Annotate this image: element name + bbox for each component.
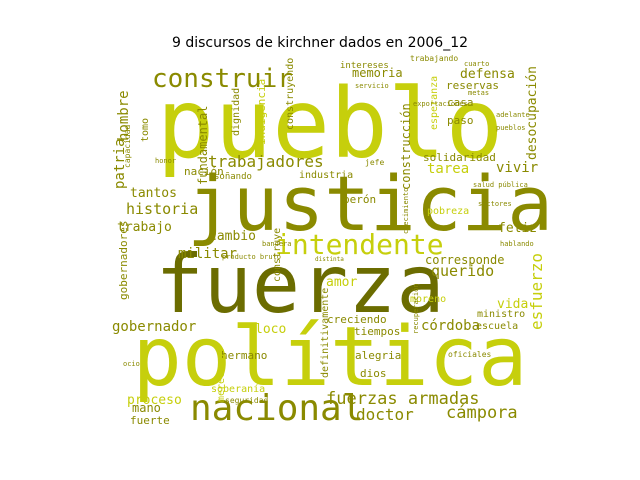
word-córdoba: córdoba xyxy=(421,318,480,334)
word-paso: paso xyxy=(447,114,474,127)
word-casa: casa xyxy=(447,96,474,109)
word-patria: patria xyxy=(112,138,128,189)
word-construir: construir xyxy=(152,64,293,94)
word-honor: honor xyxy=(155,157,176,165)
word-fundamental: fundamental xyxy=(196,106,210,185)
word-esfuerzo: esfuerzo xyxy=(527,253,546,330)
word-vida: vida xyxy=(497,297,528,312)
word-trabajadores: trabajadores xyxy=(208,152,324,171)
word-dios: dios xyxy=(360,367,387,380)
word-historia: historia xyxy=(126,200,198,218)
word-fuerzas-armadas: fuerzas armadas xyxy=(326,389,480,409)
word-cuarto: cuarto xyxy=(464,60,489,68)
word-recuperación: recuperación xyxy=(412,283,420,334)
word-ministro: ministro xyxy=(477,309,525,320)
cloud-background xyxy=(101,55,543,429)
word-corresponde: corresponde xyxy=(425,253,504,267)
word-defensa: defensa xyxy=(460,67,515,82)
word-exportaciones: exportaciones xyxy=(413,100,468,108)
word-soberanía: soberanía xyxy=(211,383,265,395)
word-creciendo: creciendo xyxy=(327,313,387,326)
word-desocupación: desocupación xyxy=(525,66,540,160)
word-pobreza: pobreza xyxy=(427,206,469,217)
word-fuerte: fuerte xyxy=(130,414,170,427)
word-pueblo: pueblo xyxy=(157,68,504,180)
word-seguridad: seguridad xyxy=(225,396,269,405)
word-tiempos: tiempos xyxy=(354,325,400,338)
word-industria: industria xyxy=(299,170,353,181)
word-sectores: sectores xyxy=(478,200,512,208)
word-hermano: hermano xyxy=(221,349,267,362)
word-capacidad: capacidad xyxy=(123,124,132,168)
word-tantos: tantos xyxy=(130,186,177,201)
word-bandera: bandera xyxy=(262,240,292,248)
word-definitivamente: definitivamente xyxy=(320,288,331,378)
word-mano: mano xyxy=(132,401,161,415)
chart-title: 9 discursos de kirchner dados en 2006_12 xyxy=(171,35,469,51)
word-merecemos: merecemos xyxy=(216,348,227,402)
word-producto-bruto: producto bruto xyxy=(222,253,281,261)
word-hablando: hablando xyxy=(500,240,534,248)
word-fuerza: fuerza xyxy=(156,238,445,331)
word-feliz: feliz xyxy=(498,221,537,236)
word-querido: querido xyxy=(431,262,494,280)
word-servicio: servicio xyxy=(355,82,389,90)
word-construcción: construcción xyxy=(399,103,413,190)
word-intendente: intendente xyxy=(275,228,444,261)
word-loco: loco xyxy=(255,322,286,337)
word-oficiales: oficiales xyxy=(448,350,492,359)
word-moreno: moreno xyxy=(410,294,446,305)
word-construyendo: construyendo xyxy=(285,58,296,130)
word-vivir: vivir xyxy=(496,160,538,176)
word-nación: nación xyxy=(184,165,224,178)
word-solidaridad: solidaridad xyxy=(423,151,496,164)
word-alegria: alegria xyxy=(355,349,401,362)
word-cámpora: cámpora xyxy=(446,403,518,423)
word-hombre: hombre xyxy=(116,90,132,141)
word-crecimiento: crecimiento xyxy=(402,188,410,234)
word-doctor: doctor xyxy=(356,405,414,424)
word-esperanza: esperanza xyxy=(429,76,440,130)
word-memoria: memoria xyxy=(352,66,403,80)
word-soñando: soñando xyxy=(214,172,252,182)
word-justicia: justicia xyxy=(187,159,553,248)
word-gobernadores: gobernadores xyxy=(117,221,130,300)
word-tomo: tomo xyxy=(140,118,151,142)
word-reservas: reservas xyxy=(446,79,499,92)
word-escuela: escuela xyxy=(476,321,518,332)
word-ocio: ocio xyxy=(123,360,140,368)
word-adelante: adelante xyxy=(496,111,530,119)
word-pueblos: pueblos xyxy=(496,124,526,132)
word-salud-pública: salud pública xyxy=(473,181,528,189)
word-perón: perón xyxy=(343,193,376,206)
word-proceso: proceso xyxy=(127,393,182,408)
word-nacional: nacional xyxy=(190,388,363,429)
word-amor: amor xyxy=(326,275,357,290)
word-cambio: cambio xyxy=(209,229,256,244)
word-indigencia: indigencia xyxy=(255,79,268,145)
word-política: política xyxy=(133,310,528,405)
word-intereses: intereses xyxy=(340,61,389,71)
word-militar: militar xyxy=(178,246,237,262)
word-trabajando: trabajando xyxy=(410,54,458,63)
word-metas: metas xyxy=(468,89,489,97)
word-jefe: jefe xyxy=(365,158,384,167)
word-trabajo: trabajo xyxy=(117,220,172,235)
word-dignidad: dignidad xyxy=(231,88,242,136)
word-construye: construye xyxy=(272,228,283,282)
word-distinta: distinta xyxy=(315,256,344,263)
word-tarea: tarea xyxy=(427,161,469,177)
word-gobernador: gobernador xyxy=(112,319,196,335)
